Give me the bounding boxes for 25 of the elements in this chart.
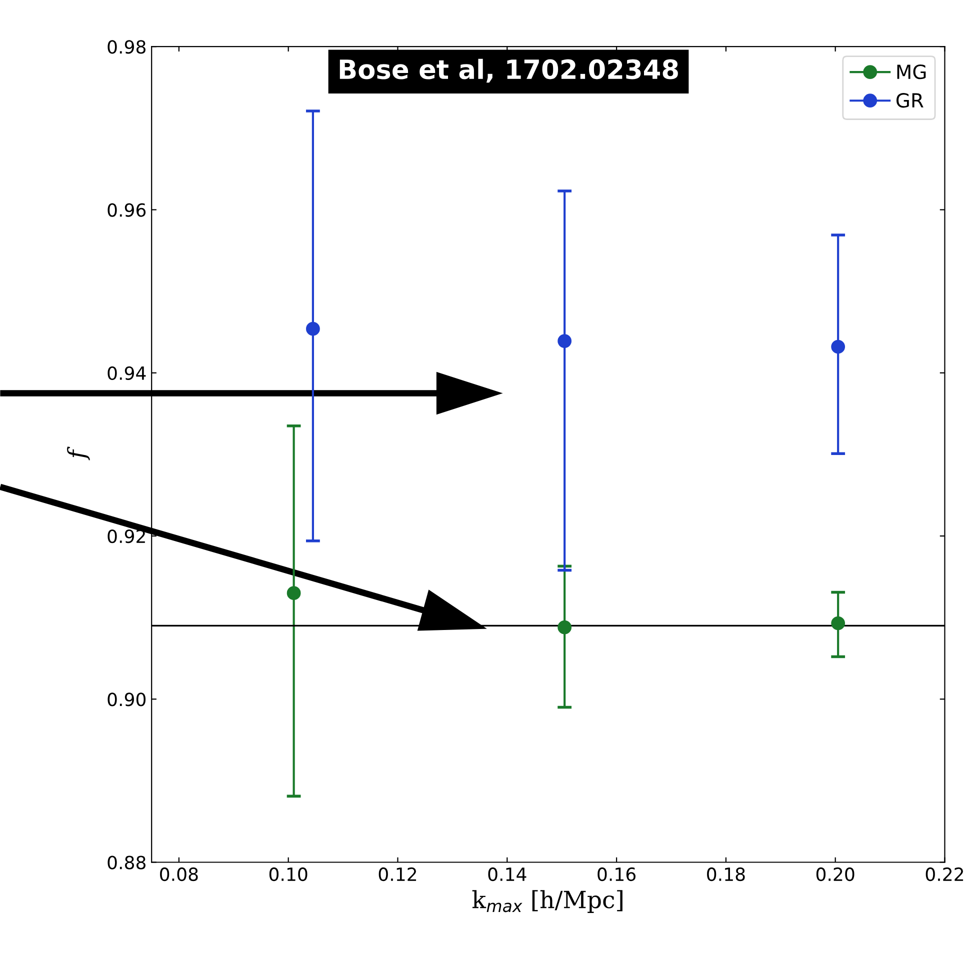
point [831, 340, 846, 354]
point [306, 322, 320, 336]
y-tick-label: 0.90 [108, 692, 146, 706]
y-tick-label: 0.88 [108, 856, 146, 870]
x-tick-label: 0.22 [926, 867, 964, 882]
annotation: Bose et al, 1702.02348 [340, 58, 678, 83]
x-axis-title: k$_{max}$ [h/Mpc] [472, 890, 622, 913]
x-tick-label: 0.10 [269, 867, 308, 882]
y-axis-title: f [67, 446, 90, 460]
legend-label: GR [896, 92, 924, 108]
x-tick-label: 0.12 [378, 867, 416, 882]
x-tick-label: 0.08 [160, 867, 198, 882]
point [831, 616, 846, 630]
y-tick-label: 0.92 [108, 529, 145, 544]
y-tick-label: 0.94 [108, 366, 146, 380]
legend-label: MG [897, 64, 926, 80]
x-tick-label: 0.20 [816, 867, 854, 882]
x-tick-label: 0.16 [598, 867, 636, 882]
point [558, 620, 572, 634]
point [558, 334, 572, 348]
x-tick-label: 0.18 [707, 867, 745, 882]
y-tick-label: 0.98 [108, 40, 146, 54]
point [286, 586, 301, 600]
y-tick-label: 0.96 [108, 203, 146, 217]
x-tick-label: 0.14 [488, 867, 526, 882]
